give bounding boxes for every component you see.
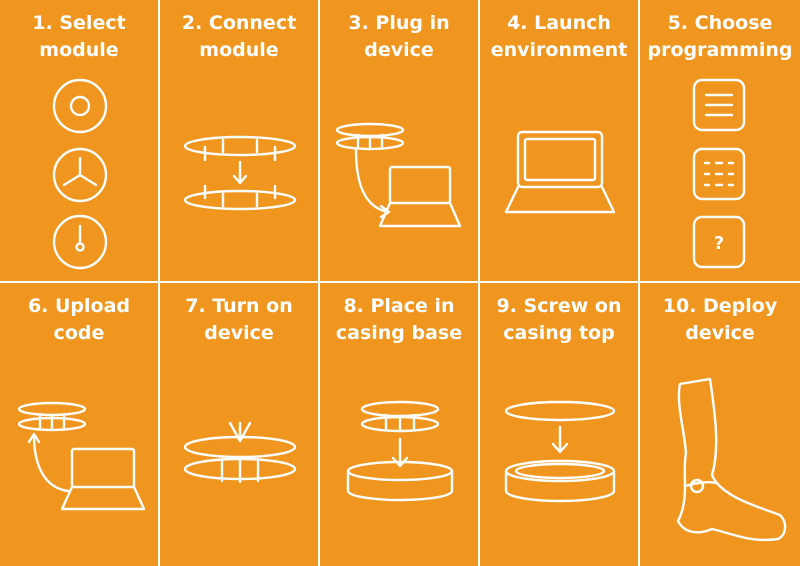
casing-top-icon: [504, 400, 616, 503]
step-label-line-2: code: [53, 322, 105, 344]
step-label-line-1: 2. Connect: [181, 12, 297, 34]
upload-code-icon: [17, 401, 146, 511]
step-label: 8. Place in casing base: [320, 293, 478, 347]
ring-module-icon: [52, 78, 108, 134]
step-label: 5. Choose programming: [640, 10, 800, 64]
block-code-icon: [692, 147, 746, 201]
step-6-upload-code: 6. Upload code: [0, 283, 160, 566]
step-label: 10. Deploy device: [640, 293, 800, 347]
step-label-line-2: device: [685, 322, 755, 344]
step-label: 3. Plug in device: [320, 10, 478, 64]
step-label-line-1: 10. Deploy: [662, 295, 778, 317]
press-device-icon: [183, 421, 297, 484]
step-label-line-1: 8. Place in: [343, 295, 455, 317]
text-code-icon: [692, 78, 746, 132]
step-label: 2. Connect module: [160, 10, 318, 64]
step-label-line-1: 6. Upload: [27, 295, 131, 317]
unknown-option-icon: ?: [692, 215, 746, 269]
step-label-line-2: module: [39, 39, 119, 61]
step-label: 1. Select module: [0, 10, 158, 64]
wearable-device: [689, 478, 705, 494]
step-9-screw-on-casing-top: 9. Screw on casing top: [480, 283, 640, 566]
question-mark: ?: [714, 233, 724, 254]
step-label-line-2: device: [204, 322, 274, 344]
step-label-line-2: device: [364, 39, 434, 61]
step-label-line-1: 7. Turn on: [185, 295, 293, 317]
step-1-select-module: 1. Select module: [0, 0, 160, 283]
step-4-launch-environment: 4. Launch environment: [480, 0, 640, 283]
step-label-line-1: 1. Select: [32, 12, 126, 34]
leg-wearable-icon: [676, 377, 787, 542]
connect-module-icon: [183, 135, 297, 211]
dial-module-icon: [52, 214, 108, 270]
step-label-line-2: environment: [490, 39, 628, 61]
step-label-line-1: 4. Launch: [507, 12, 611, 34]
laptop-icon: [504, 130, 616, 214]
step-label-line-2: module: [199, 39, 279, 61]
step-3-plug-in-device: 3. Plug in device: [320, 0, 480, 283]
step-label: 6. Upload code: [0, 293, 158, 347]
step-label: 4. Launch environment: [480, 10, 638, 64]
step-5-choose-programming: 5. Choose programming ?: [640, 0, 800, 283]
step-8-place-in-casing-base: 8. Place in casing base: [320, 283, 480, 566]
step-label-line-2: casing base: [335, 322, 463, 344]
tri-module-icon: [52, 147, 108, 203]
step-label-line-1: 9. Screw on: [496, 295, 622, 317]
step-label-line-2: casing top: [503, 322, 615, 344]
step-7-turn-on-device: 7. Turn on device: [160, 283, 320, 566]
module-select-icons: [52, 78, 108, 270]
ankle-band: [683, 481, 718, 488]
step-10-deploy-device: 10. Deploy device: [640, 283, 800, 566]
step-label: 9. Screw on casing top: [480, 293, 638, 347]
step-label-line-2: programming: [647, 39, 793, 61]
casing-base-icon: [346, 400, 454, 502]
step-label-line-1: 3. Plug in: [348, 12, 450, 34]
programming-options-icons: ?: [692, 78, 746, 269]
plug-device-icon: [335, 122, 462, 228]
step-label-line-1: 5. Choose: [667, 12, 773, 34]
step-label: 7. Turn on device: [160, 293, 318, 347]
step-2-connect-module: 2. Connect module: [160, 0, 320, 283]
